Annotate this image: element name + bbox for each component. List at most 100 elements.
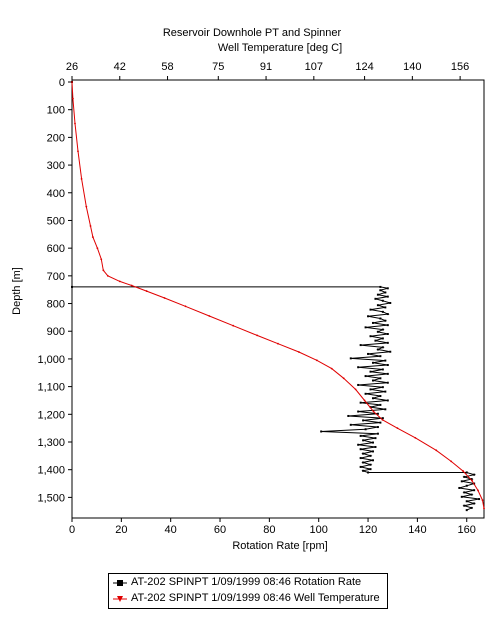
well-temperature-point [96,247,99,250]
rotation-rate-point [381,386,384,389]
rotation-rate-point [381,328,384,331]
top-axis-ticks: 26 42 58 75 91 107 124 140 156 [66,61,469,80]
bottom-axis-ticks: 0 20 40 60 80 100 120 140 160 [69,518,476,536]
top-tick-label: 156 [451,61,469,73]
rotation-rate-point [386,372,389,375]
rotation-rate-point [374,297,377,300]
well-temperature-point [435,449,438,452]
rotation-rate-point [374,445,377,448]
well-temperature-point [277,342,279,345]
rotation-rate-point [371,459,374,462]
well-temperature-point [89,225,92,227]
well-temperature-point [256,334,259,337]
legend-label-rotation-rate: AT-202 SPINPT 1/09/1999 08:46 Rotation R… [131,576,362,588]
well-temperature-point [363,399,366,402]
rotation-rate-point [362,469,365,472]
rotation-rate-point [379,285,382,288]
well-temperature-point [74,122,76,125]
rotation-rate-point [364,375,367,378]
well-temperature-point [163,297,166,299]
well-temperature-point [315,359,318,362]
rotation-rate-point [460,480,463,483]
legend-item-rotation-rate[interactable]: AT-202 SPINPT 1/09/1999 08:46 Rotation R… [109,575,387,591]
rotation-rate-point [389,350,392,353]
bottom-tick-label: 20 [115,524,127,536]
well-temperature-point [184,305,187,308]
rotation-rate-point [386,313,389,316]
well-temperature-point [102,269,105,272]
rotation-rate-point [386,324,389,327]
rotation-rate-point [374,437,377,440]
top-tick-label: 91 [260,61,272,73]
rotation-rate-point [463,504,466,507]
rotation-rate-point [369,370,372,373]
rotation-rate-point [376,412,379,415]
well-temperature-point [372,410,375,413]
rotation-rate-point [473,502,476,505]
y-tick-label: 900 [47,326,65,338]
well-temperature-point [145,290,148,292]
rotation-rate-point [386,333,389,335]
well-temperature-point [450,460,453,463]
well-temperature-point [232,324,235,327]
rotation-rate-point [379,317,382,320]
well-temperature-point [396,427,399,430]
y-tick-label: 200 [47,132,65,144]
rotation-rate-point [357,443,360,446]
well-temperature-point [414,436,417,439]
rotation-rate-point [359,401,362,404]
well-temperature-point [297,351,300,353]
rotation-rate-point [381,337,384,340]
rotation-rate-point [369,454,372,457]
rotation-rate-point [347,414,350,417]
bottom-tick-label: 80 [263,524,275,536]
bottom-tick-label: 120 [359,524,377,536]
well-temperature-point [77,150,79,153]
rotation-rate-point [470,478,473,481]
rotation-rate-point [371,321,374,324]
rotation-rate-point [362,452,365,455]
rotation-rate-point [384,390,387,393]
well-temperature-point [80,178,83,180]
rotation-rate-point [369,468,372,471]
well-temperature-point [342,377,345,380]
y-tick-label: 700 [47,271,65,283]
rotation-rate-point [465,509,468,512]
rotation-rate-point [463,475,466,478]
y-tick-label: 1,100 [37,382,65,394]
rotation-rate-point [381,368,384,371]
rotation-rate-point [371,450,374,453]
rotation-rate-point [374,339,377,342]
rotation-rate-point [359,465,362,468]
rotation-rate-point [473,473,476,476]
well-temperature-point [481,499,484,502]
well-temperature-point [471,479,473,482]
rotation-rate-point [386,287,389,290]
top-tick-label: 124 [355,61,373,73]
rotation-rate-point [376,348,379,351]
y-tick-label: 500 [47,215,65,227]
top-tick-label: 26 [66,61,78,73]
rotation-rate-point [384,359,387,362]
rotation-rate-point [369,388,372,391]
rotation-rate-point [465,500,468,503]
rotation-rate-point [369,308,372,311]
rotation-rate-point [369,463,372,466]
well-temperature-swatch-icon [113,596,127,602]
rotation-rate-point [367,315,370,318]
rotation-rate-point [359,457,362,460]
rotation-rate-point [362,419,365,422]
top-axis-label: Well Temperature [deg C] [218,42,342,54]
y-tick-label: 100 [47,105,65,117]
rotation-rate-point [362,461,365,464]
legend-item-well-temperature[interactable]: AT-202 SPINPT 1/09/1999 08:46 Well Tempe… [109,591,387,607]
rotation-rate-point [367,352,370,355]
top-tick-label: 58 [161,61,173,73]
chart-title: Reservoir Downhole PT and Spinner [163,27,342,39]
rotation-rate-point [386,381,389,384]
rotation-rate-point [379,395,382,398]
rotation-rate-point [458,486,461,489]
well-temperature-point [71,81,73,83]
y-tick-label: 1,000 [37,354,65,366]
rotation-rate-point [470,506,473,509]
